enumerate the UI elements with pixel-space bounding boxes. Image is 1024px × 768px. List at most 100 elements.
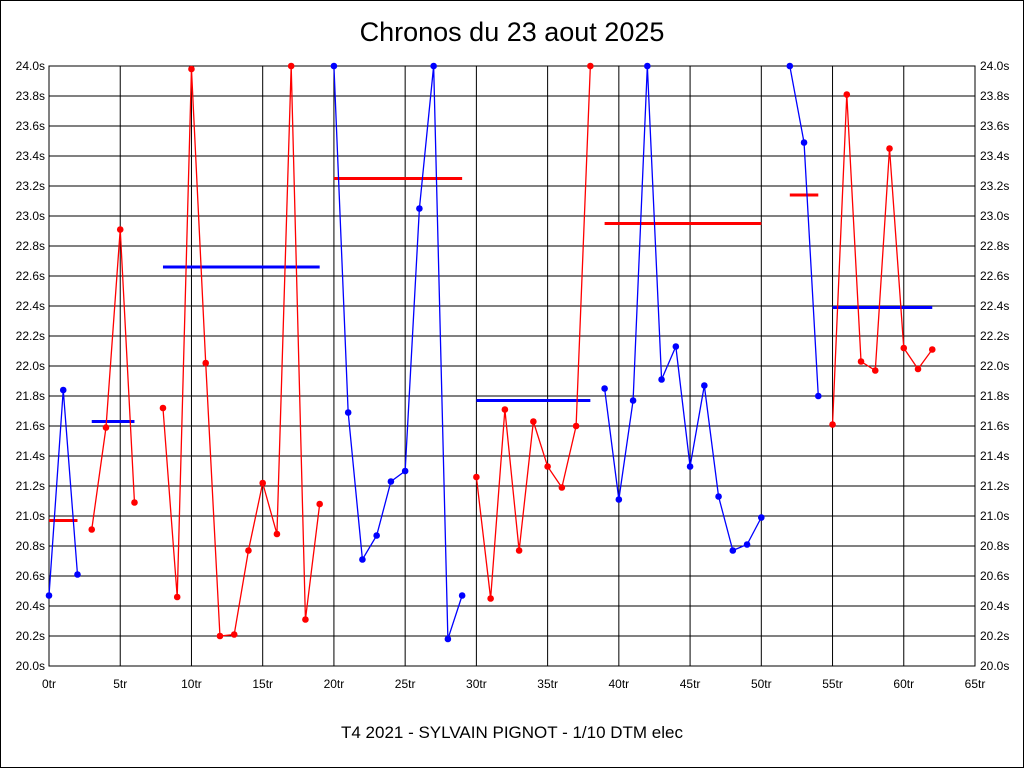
data-point	[487, 595, 494, 602]
y-tick-label-right: 23.2s	[980, 179, 1009, 193]
series-line-run4	[333, 65, 463, 640]
series-line-run5	[475, 65, 592, 599]
x-tick-label: 45tr	[680, 677, 701, 691]
data-point	[330, 62, 338, 70]
data-point	[173, 593, 181, 601]
data-point	[444, 635, 452, 643]
data-point	[102, 424, 110, 431]
data-point	[886, 145, 893, 152]
data-point	[401, 467, 409, 475]
y-tick-label-left: 21.2s	[16, 479, 45, 493]
x-tick-label: 5tr	[113, 677, 127, 691]
data-point	[287, 62, 295, 70]
x-tick-label: 20tr	[324, 677, 345, 691]
y-tick-label-left: 21.4s	[16, 449, 45, 463]
y-tick-label-left: 20.2s	[16, 629, 45, 643]
data-point	[758, 514, 765, 521]
y-tick-label-right: 23.6s	[980, 119, 1009, 133]
x-tick-label: 50tr	[751, 677, 772, 691]
data-point	[701, 382, 708, 389]
chart-subtitle: T4 2021 - SYLVAIN PIGNOT - 1/10 DTM elec	[340, 723, 683, 742]
y-tick-label-right: 22.6s	[980, 269, 1009, 283]
data-point	[658, 376, 665, 383]
data-point	[871, 367, 879, 374]
data-point	[273, 530, 281, 538]
y-tick-label-left: 22.6s	[16, 269, 45, 283]
y-tick-label-right: 20.4s	[980, 599, 1009, 613]
y-tick-label-right: 22.8s	[980, 239, 1009, 253]
data-point	[558, 484, 566, 491]
data-point	[45, 592, 53, 599]
y-tick-label-left: 20.0s	[16, 659, 45, 673]
data-point	[814, 392, 822, 400]
x-tick-label: 30tr	[466, 677, 487, 691]
data-point	[900, 344, 908, 352]
y-tick-label-left: 24.0s	[16, 59, 45, 73]
x-tick-label: 60tr	[893, 677, 914, 691]
data-point	[786, 62, 794, 70]
x-tick-label: 65tr	[965, 677, 986, 691]
y-tick-label-left: 22.8s	[16, 239, 45, 253]
data-point	[131, 499, 138, 506]
y-tick-label-right: 21.8s	[980, 389, 1009, 403]
data-point	[544, 463, 551, 470]
data-point	[245, 547, 252, 554]
y-tick-label-right: 20.6s	[980, 569, 1009, 583]
data-point	[572, 422, 580, 430]
data-point	[359, 556, 366, 563]
y-tick-label-right: 23.0s	[980, 209, 1009, 223]
x-tick-label: 15tr	[252, 677, 273, 691]
y-tick-label-right: 20.0s	[980, 659, 1009, 673]
data-point	[928, 346, 936, 353]
x-tick-label: 55tr	[822, 677, 843, 691]
y-tick-label-right: 24.0s	[980, 59, 1009, 73]
series-line-run1	[48, 389, 79, 596]
data-point	[914, 365, 922, 373]
y-tick-label-right: 21.2s	[980, 479, 1009, 493]
data-point	[59, 386, 67, 394]
data-point	[88, 526, 96, 533]
x-tick-label: 35tr	[537, 677, 558, 691]
series-line-run3	[162, 65, 321, 637]
data-point	[188, 65, 195, 73]
x-tick-label: 40tr	[609, 677, 630, 691]
y-tick-label-right: 23.4s	[980, 149, 1009, 163]
y-tick-label-right: 20.8s	[980, 539, 1009, 553]
data-point	[430, 62, 437, 70]
x-tick-label: 10tr	[181, 677, 202, 691]
plot-frame	[48, 65, 976, 667]
x-tick-label: 25tr	[395, 677, 416, 691]
data-point	[729, 547, 737, 554]
series-line-run7	[789, 65, 819, 397]
data-point	[515, 547, 523, 554]
data-point	[644, 62, 651, 70]
series-line-run6	[603, 65, 762, 552]
data-point	[216, 632, 224, 640]
data-point	[629, 397, 637, 404]
data-point	[458, 592, 466, 599]
data-point	[302, 616, 309, 623]
x-tick-label: 0tr	[42, 677, 56, 691]
y-tick-label-left: 22.0s	[16, 359, 45, 373]
data-point	[843, 91, 851, 98]
data-point	[743, 541, 751, 548]
data-point	[501, 406, 509, 413]
y-tick-label-left: 23.8s	[16, 89, 45, 103]
y-tick-label-left: 23.4s	[16, 149, 45, 163]
y-tick-label-left: 23.6s	[16, 119, 45, 133]
data-point	[857, 358, 865, 365]
data-point	[387, 478, 395, 485]
y-tick-label-right: 21.4s	[980, 449, 1009, 463]
data-point	[259, 479, 266, 487]
data-point	[159, 404, 167, 412]
data-point	[800, 139, 808, 146]
y-tick-label-right: 23.8s	[980, 89, 1009, 103]
data-point	[587, 62, 594, 70]
data-point	[829, 421, 836, 428]
data-point	[230, 631, 238, 638]
data-point	[672, 343, 680, 350]
series-line-run8	[831, 94, 933, 425]
data-point	[686, 463, 694, 470]
